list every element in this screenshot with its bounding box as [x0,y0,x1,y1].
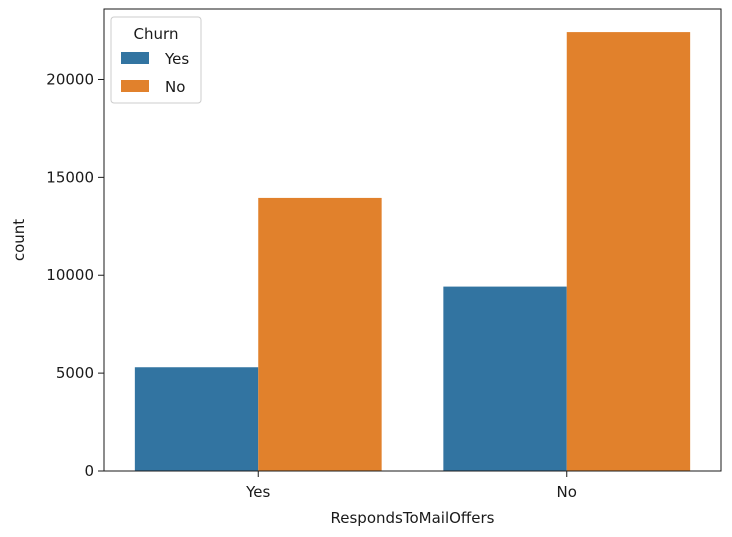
x-tick-label: No [557,483,577,501]
x-tick-label: Yes [245,483,270,501]
y-tick-label: 20000 [46,70,94,88]
y-tick-label: 15000 [46,168,94,186]
legend: Churn Yes No [110,16,202,104]
legend-swatch-yes [121,52,149,64]
legend-swatch-no [121,80,149,92]
x-axis-label: RespondsToMailOffers [331,509,495,527]
bar-yes-yes [134,367,259,471]
bars-group [134,32,691,471]
axes-group [103,8,722,472]
y-axis-label: count [10,219,28,261]
y-tick-label: 5000 [56,364,94,382]
legend-label-yes: Yes [164,50,189,68]
y-axis-ticks: 0 5000 10000 15000 20000 [46,70,104,480]
bar-no-yes [258,197,382,471]
x-axis-ticks: Yes No [245,471,577,501]
y-tick-label: 10000 [46,266,94,284]
legend-title: Churn [134,25,179,43]
bar-yes-no [443,286,567,471]
y-tick-label: 0 [84,462,94,480]
plot-frame [103,8,722,472]
legend-label-no: No [165,78,185,96]
bar-no-no [566,32,691,471]
legend-items: Yes No [121,50,189,96]
